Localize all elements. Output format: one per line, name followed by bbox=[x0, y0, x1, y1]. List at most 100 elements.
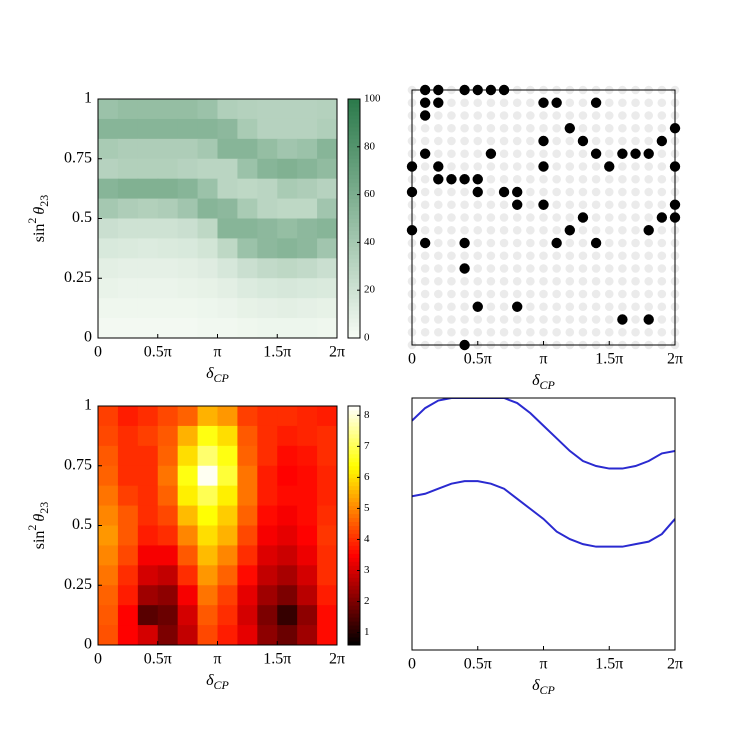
colorbar-slice bbox=[348, 637, 360, 642]
grid-point bbox=[460, 98, 469, 108]
grid-point bbox=[565, 264, 575, 273]
grid-point bbox=[460, 289, 469, 299]
heatmap-cell bbox=[217, 138, 238, 160]
x-tick-label: 0 bbox=[94, 344, 102, 361]
grid-point bbox=[526, 315, 535, 324]
colorbar-slice bbox=[348, 613, 360, 618]
grid-point bbox=[578, 149, 588, 159]
colorbar-slice bbox=[348, 174, 360, 180]
heatmap-cell bbox=[177, 99, 199, 120]
heatmap-cell bbox=[137, 485, 159, 507]
grid-point bbox=[631, 327, 640, 337]
point bbox=[459, 174, 470, 185]
grid-point bbox=[447, 123, 456, 133]
x-tick-label: 2π bbox=[667, 351, 683, 368]
grid-point bbox=[434, 289, 443, 299]
colorbar-slice bbox=[348, 202, 360, 208]
grid-point bbox=[447, 276, 456, 286]
colorbar-slice bbox=[348, 302, 360, 307]
heatmap-cell bbox=[157, 525, 179, 546]
grid-point bbox=[486, 213, 496, 222]
grid-point bbox=[591, 264, 601, 273]
heatmap-cell bbox=[98, 465, 119, 487]
grid-point bbox=[486, 264, 496, 273]
heatmap-cell bbox=[157, 565, 179, 586]
heatmap-cell bbox=[177, 118, 199, 140]
heatmap-cell bbox=[137, 178, 159, 200]
point bbox=[459, 237, 470, 249]
grid-point bbox=[565, 327, 575, 337]
grid-point bbox=[565, 315, 575, 324]
point bbox=[590, 97, 602, 108]
grid-point bbox=[618, 302, 627, 312]
heatmap-cell bbox=[137, 138, 159, 160]
heatmap-cell bbox=[98, 178, 119, 200]
grid-point bbox=[434, 111, 443, 120]
heatmap-cell bbox=[317, 318, 338, 339]
grid-point bbox=[591, 111, 601, 120]
colorbar-slice bbox=[348, 126, 360, 132]
grid-point bbox=[499, 276, 509, 286]
heatmap-cell bbox=[98, 425, 119, 447]
heatmap-cell bbox=[157, 585, 179, 606]
heatmap-cell bbox=[157, 158, 179, 180]
point bbox=[656, 212, 668, 223]
heatmap-cell bbox=[98, 298, 119, 319]
grid-point bbox=[512, 238, 522, 248]
grid-point bbox=[447, 238, 456, 248]
grid-point bbox=[604, 276, 614, 286]
colorbar-slice bbox=[348, 441, 360, 447]
heatmap-cell bbox=[197, 318, 218, 339]
grid-point bbox=[447, 136, 456, 146]
line bbox=[412, 398, 675, 470]
x-tick-label: 2π bbox=[667, 656, 683, 673]
colorbar-tick-label: 6 bbox=[364, 471, 370, 483]
heatmap-cell bbox=[257, 158, 278, 180]
grid-point bbox=[604, 111, 614, 120]
grid-point bbox=[460, 123, 469, 133]
grid-point bbox=[473, 123, 483, 133]
colorbar-slice bbox=[348, 629, 360, 634]
heatmap-cell bbox=[98, 505, 119, 526]
heatmap-cell bbox=[317, 585, 338, 606]
colorbar-slice bbox=[348, 114, 360, 120]
heatmap-cell bbox=[217, 425, 238, 447]
grid-point bbox=[578, 187, 588, 197]
colorbar-slice bbox=[348, 218, 360, 223]
grid-point bbox=[526, 276, 535, 286]
grid-point bbox=[657, 111, 667, 120]
colorbar-slice bbox=[348, 409, 360, 415]
x-axis-label: δCP bbox=[206, 365, 229, 385]
heatmap-cell bbox=[197, 178, 218, 200]
heatmap-cell bbox=[317, 625, 338, 646]
grid-point bbox=[434, 225, 443, 235]
grid-point bbox=[591, 289, 601, 299]
heatmap-cell bbox=[177, 406, 199, 427]
heatmap-cell bbox=[98, 278, 119, 299]
colorbar-slice bbox=[348, 445, 360, 451]
colorbar-slice bbox=[348, 194, 360, 200]
grid-point bbox=[565, 136, 575, 146]
y-label-subscript: 23 bbox=[37, 195, 51, 207]
x-label-subscript: CP bbox=[214, 678, 230, 692]
x-tick-label: π bbox=[539, 656, 547, 673]
grid-point bbox=[618, 276, 627, 286]
heatmap-cell bbox=[137, 218, 159, 239]
grid-point bbox=[644, 213, 653, 222]
colorbar-slice bbox=[348, 609, 360, 614]
heatmap-cell bbox=[237, 585, 258, 606]
heatmap-cell bbox=[237, 118, 258, 140]
grid-point bbox=[447, 213, 456, 222]
point bbox=[512, 186, 523, 198]
heatmap-cell bbox=[237, 406, 258, 427]
grid-point bbox=[618, 187, 627, 197]
grid-point bbox=[657, 302, 667, 312]
colorbar-slice bbox=[348, 242, 360, 247]
heatmap-cell bbox=[297, 465, 318, 487]
x-tick-label: π bbox=[539, 351, 547, 368]
colorbar-slice bbox=[348, 274, 360, 279]
colorbar-tick-label: 3 bbox=[364, 564, 370, 576]
colorbar-slice bbox=[348, 186, 360, 192]
point bbox=[472, 301, 483, 312]
colorbar-slice bbox=[348, 318, 360, 323]
